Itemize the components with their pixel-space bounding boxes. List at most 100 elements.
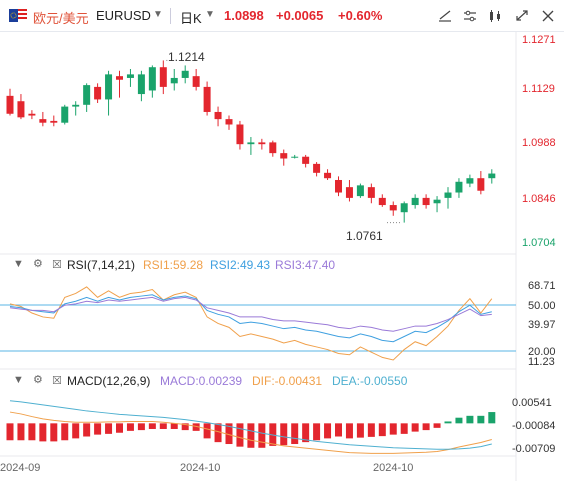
timeframe-select[interactable]: 日K — [180, 11, 202, 26]
dea-line — [9, 400, 492, 450]
rsi-tick-3: 39.97 — [528, 319, 556, 331]
macd-bar — [247, 423, 255, 448]
collapse-macd-icon[interactable]: ▼ — [13, 374, 24, 386]
macd-tick-3: -0.00709 — [512, 443, 556, 455]
candle-body — [225, 119, 233, 125]
chart-canvas[interactable] — [0, 32, 564, 481]
macd-bar — [137, 423, 145, 431]
macd-bar — [422, 423, 430, 431]
candle-body — [137, 74, 145, 95]
candle-body — [302, 156, 310, 164]
last-price: 1.0898 — [224, 8, 264, 23]
candle-body — [488, 173, 496, 179]
candle-body — [39, 119, 47, 123]
macd-bar — [302, 423, 310, 443]
candle-body — [83, 85, 91, 105]
candle-body — [72, 104, 80, 107]
macd-close-icon[interactable]: ☒ — [52, 375, 62, 387]
dif-value: DIF:-0.00431 — [252, 374, 323, 388]
rsi1-value: RSI1:59.28 — [143, 258, 204, 272]
macd-bar — [488, 412, 496, 424]
macd-name: MACD(12,26,9) — [67, 374, 151, 388]
macd-bar — [72, 423, 80, 439]
rsi-settings-icon[interactable]: ⚙ — [33, 258, 43, 270]
macd-bar — [39, 423, 47, 442]
candle-body — [50, 120, 58, 123]
price-tick-3: 1.0988 — [522, 137, 556, 149]
candle-body — [422, 197, 430, 206]
compare-icon[interactable] — [462, 9, 478, 23]
macd-bar — [181, 423, 189, 431]
macd-bar — [28, 423, 36, 441]
price-tick-5: 1.0704 — [522, 237, 556, 249]
macd-bar — [335, 423, 342, 437]
rsi2-line — [9, 294, 492, 343]
candle-body — [313, 163, 321, 173]
macd-bar — [400, 423, 408, 434]
price-tick-2: 1.1129 — [522, 83, 555, 95]
macd-bar — [378, 423, 386, 437]
timeframe-dropdown-icon[interactable]: ▼ — [205, 9, 215, 20]
dif-line — [9, 411, 492, 454]
candle-body — [170, 77, 178, 84]
candle-body — [94, 86, 102, 100]
macd-bar — [324, 423, 332, 439]
candle-body — [148, 67, 156, 91]
rsi3-line — [9, 296, 492, 332]
rsi-tick-4: 20.00 — [528, 346, 556, 358]
candle-body — [116, 76, 123, 80]
indicator-icon[interactable] — [487, 9, 503, 23]
pair-code[interactable]: EURUSD — [96, 8, 151, 23]
draw-tool-icon[interactable] — [437, 9, 453, 23]
macd-bar — [356, 423, 364, 438]
candle-body — [280, 153, 288, 159]
macd-bar — [280, 423, 288, 446]
macd-bar — [214, 423, 222, 443]
macd-bar — [411, 423, 419, 432]
macd-bar — [83, 423, 91, 437]
macd-bar — [61, 423, 69, 441]
candle-body — [400, 203, 408, 213]
candle-body — [444, 192, 452, 198]
candle-body — [192, 76, 200, 87]
macd-bar — [94, 423, 102, 435]
candle-body — [258, 142, 266, 145]
pair-name-cn[interactable]: 欧元/美元 — [33, 11, 89, 26]
candle-body — [214, 111, 222, 120]
rsi-close-icon[interactable]: ☒ — [52, 259, 62, 271]
macd-bar — [455, 417, 463, 424]
candle-body — [126, 74, 134, 78]
collapse-rsi-icon[interactable]: ▼ — [13, 258, 24, 270]
candle-body — [17, 101, 25, 118]
rsi-tick-2: 50.00 — [528, 300, 556, 312]
candle-body — [335, 179, 342, 193]
macd-bar — [203, 423, 211, 439]
macd-bar — [6, 423, 14, 441]
macd-tick-1: 0.00541 — [512, 397, 552, 409]
expand-icon[interactable] — [514, 9, 530, 23]
macd-bar — [389, 423, 397, 435]
macd-bar — [170, 423, 178, 429]
candle-body — [389, 205, 397, 211]
macd-bar — [116, 423, 123, 433]
candle-body — [378, 197, 386, 206]
macd-bar — [367, 423, 375, 437]
dea-value: DEA:-0.00550 — [332, 374, 408, 388]
candle-body — [411, 197, 419, 206]
low-annotation: 1.0761 — [346, 229, 383, 243]
price-change-pct: +0.60% — [338, 8, 383, 23]
close-icon[interactable] — [540, 9, 556, 23]
rsi-tick-5: 11.23 — [528, 356, 555, 368]
macd-bar — [148, 423, 156, 429]
macd-bar — [159, 423, 167, 429]
pair-dropdown-icon[interactable]: ▼ — [153, 9, 163, 20]
rsi2-value: RSI2:49.43 — [210, 258, 271, 272]
rsi3-value: RSI3:47.40 — [275, 258, 336, 272]
candle-body — [367, 187, 375, 198]
candle-body — [455, 181, 463, 193]
candle-body — [345, 187, 353, 198]
macd-settings-icon[interactable]: ⚙ — [33, 374, 43, 386]
price-tick-4: 1.0846 — [522, 193, 556, 205]
macd-value: MACD:0.00239 — [160, 374, 243, 388]
